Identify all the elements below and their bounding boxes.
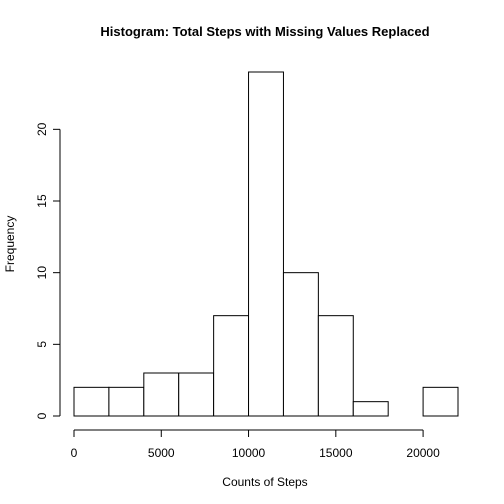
x-axis-label: Counts of Steps xyxy=(222,475,307,489)
histogram-bar-5 xyxy=(248,71,284,417)
x-tick-label: 5000 xyxy=(148,446,175,460)
y-axis: 0 5 10 15 20 xyxy=(35,122,61,419)
histogram-bar-7 xyxy=(317,315,354,417)
bars-group xyxy=(73,71,459,417)
y-tick-label: 20 xyxy=(35,122,49,136)
x-axis: 0 5000 10000 15000 20000 xyxy=(71,429,440,460)
histogram-bar-6 xyxy=(282,272,319,417)
histogram-bar-3 xyxy=(178,372,215,417)
y-tick-label: 0 xyxy=(35,412,49,419)
y-tick-label: 10 xyxy=(35,266,49,280)
histogram-bar-4 xyxy=(213,315,250,417)
y-tick-label: 5 xyxy=(35,341,49,348)
chart-title: Histogram: Total Steps with Missing Valu… xyxy=(100,24,429,39)
y-axis-label: Frequency xyxy=(3,216,17,273)
histogram-bar-1 xyxy=(108,386,145,417)
histogram-bar-10 xyxy=(422,386,459,417)
histogram-bar-0 xyxy=(73,386,110,417)
y-tick-label: 15 xyxy=(35,194,49,208)
histogram-bar-2 xyxy=(143,372,180,417)
x-tick-label: 15000 xyxy=(319,446,353,460)
histogram-bar-8 xyxy=(352,401,389,417)
x-tick-label: 10000 xyxy=(232,446,266,460)
x-tick-label: 20000 xyxy=(406,446,440,460)
x-tick-label: 0 xyxy=(71,446,78,460)
